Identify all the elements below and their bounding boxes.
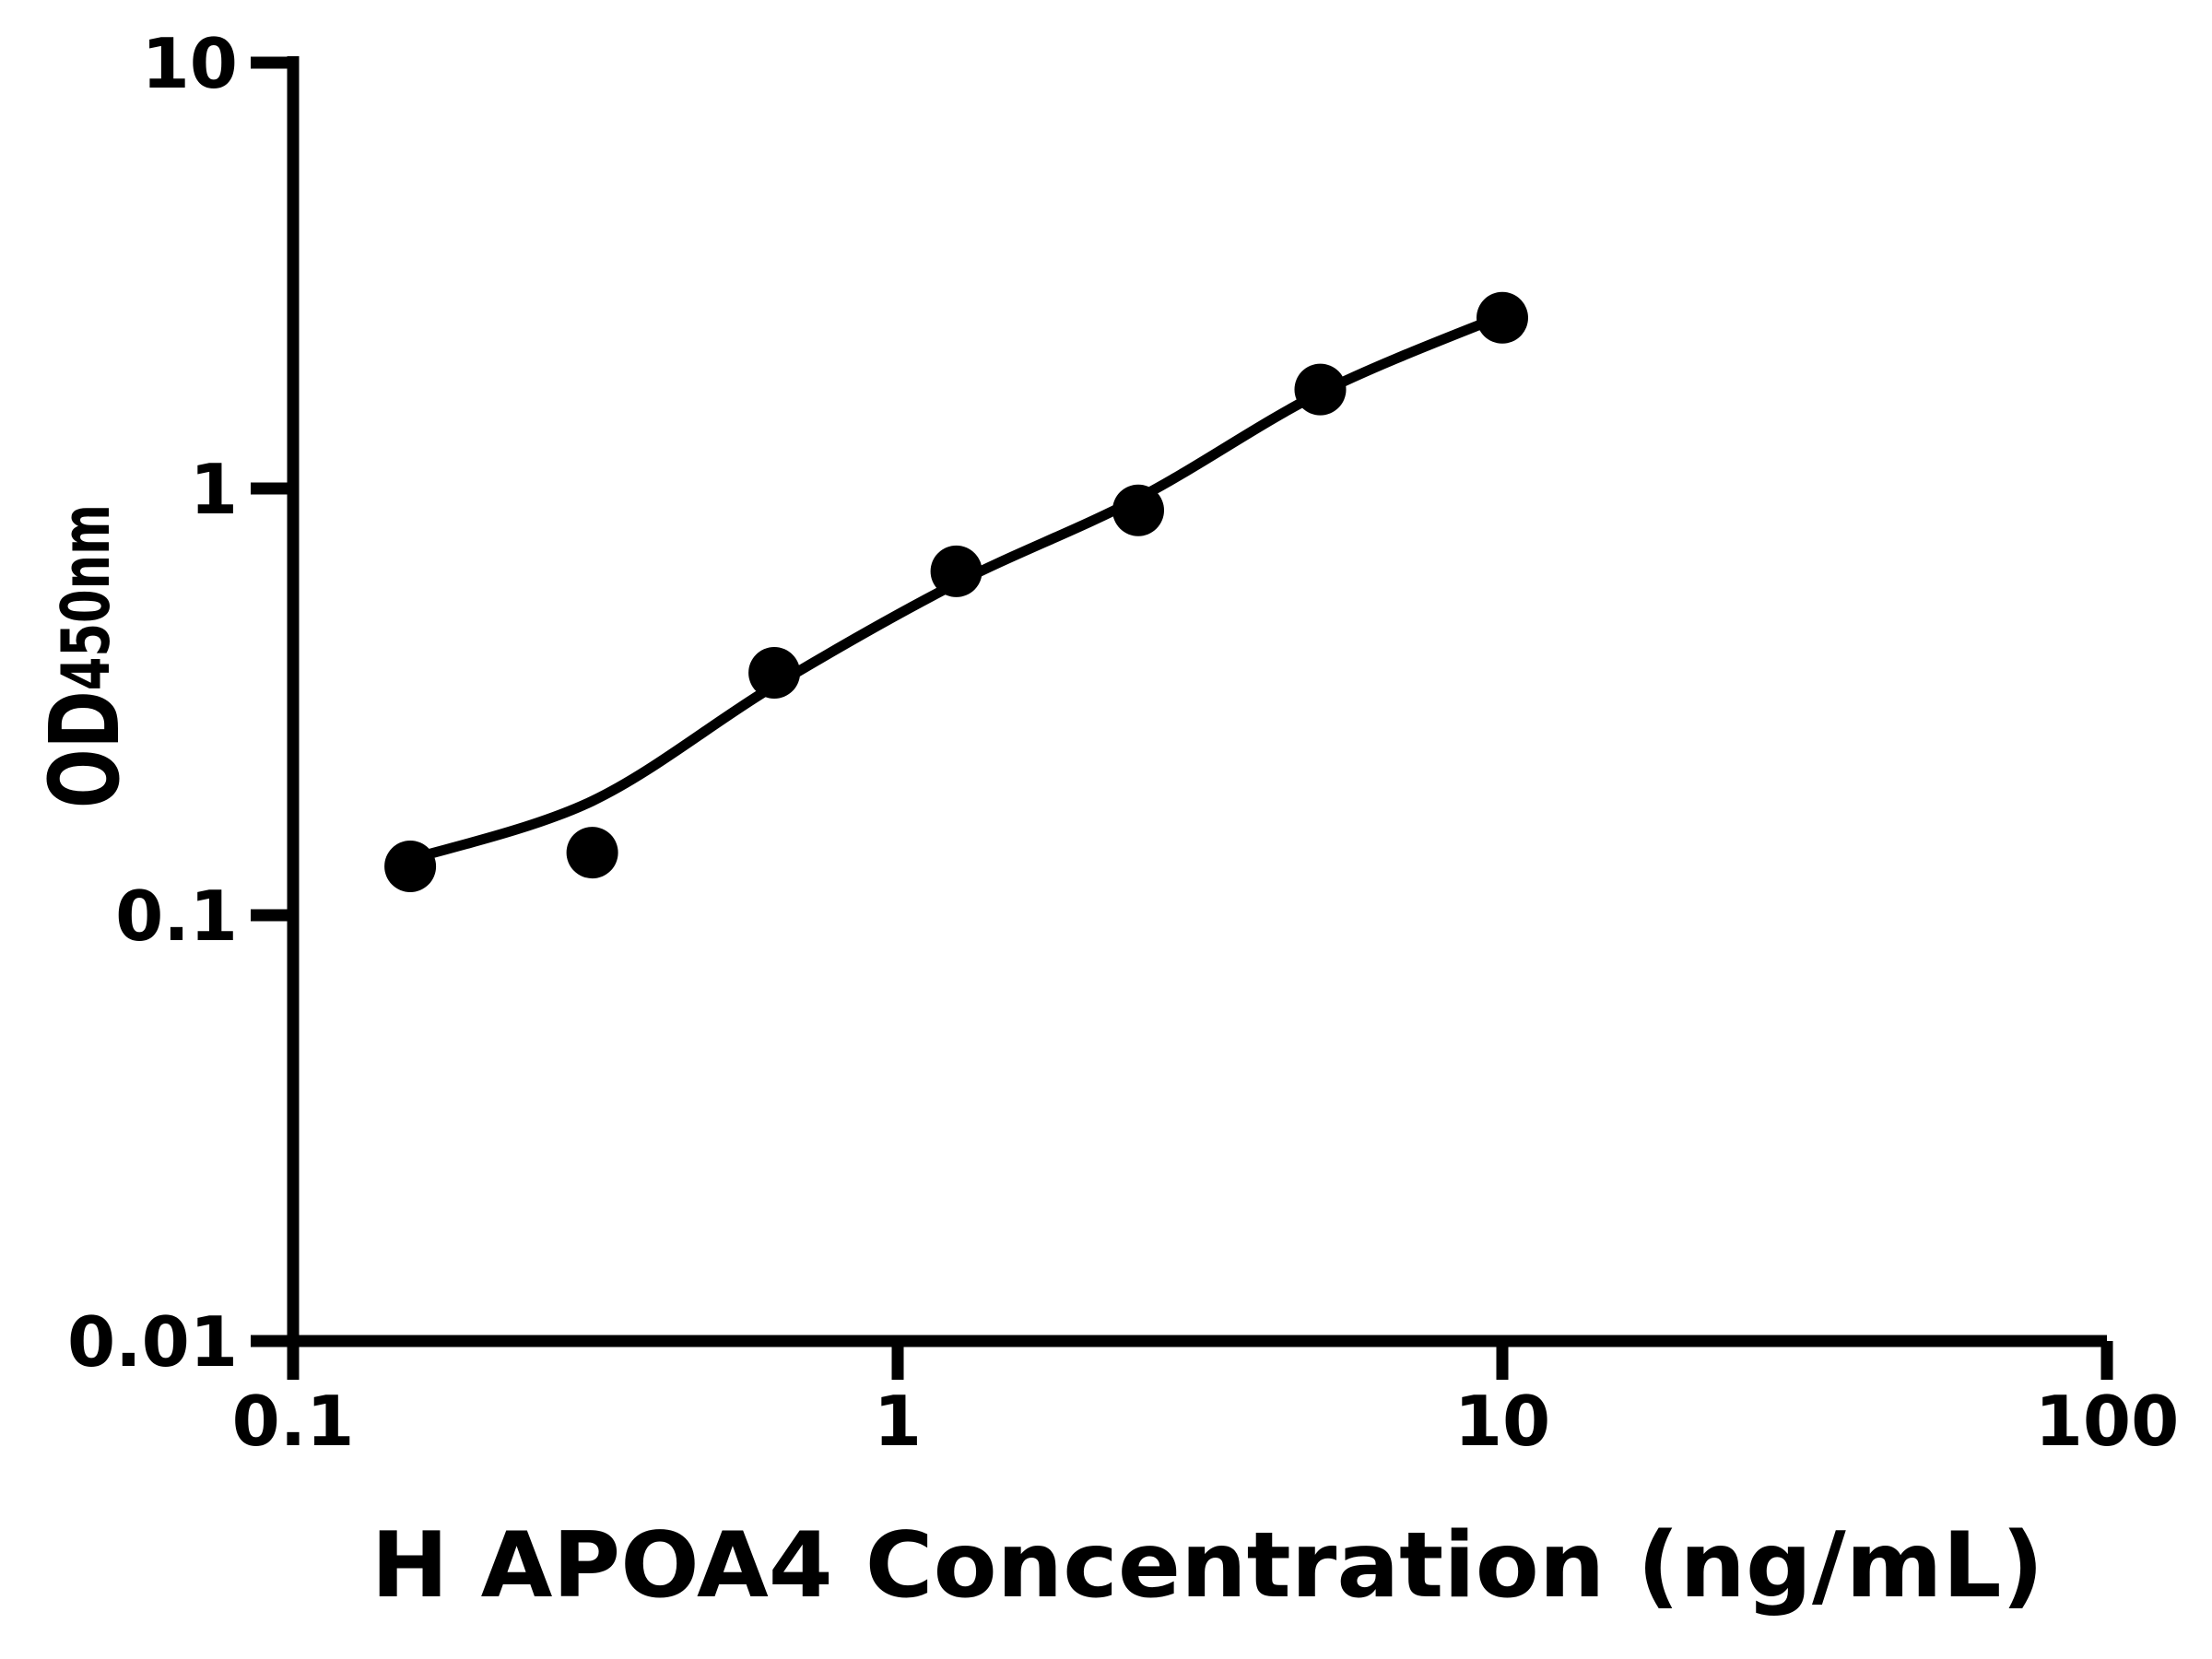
data-point	[1294, 363, 1347, 416]
data-point	[748, 647, 801, 699]
data-point	[930, 545, 982, 597]
y-tick-label: 0.01	[67, 1301, 238, 1382]
axes	[287, 56, 2107, 1347]
data-point	[1112, 484, 1164, 536]
y-axis-title-sub: 450nm	[47, 504, 124, 690]
x-tick-label: 100	[2035, 1381, 2180, 1462]
y-tick-labels: 10 1 0.1 0.01	[67, 23, 238, 1382]
x-tick-label: 0.1	[232, 1381, 355, 1462]
x-tick-label: 10	[1454, 1381, 1550, 1462]
x-tick-label: 1	[874, 1381, 922, 1462]
y-axis-title-main: OD	[29, 690, 141, 808]
y-tick-label: 0.1	[115, 876, 238, 957]
y-tick-label: 1	[190, 449, 238, 530]
x-tick-labels: 0.1 1 10 100	[232, 1381, 2180, 1462]
x-axis-title: H APOA4 Concentration (ng/mL)	[371, 1513, 2044, 1618]
y-ticks	[251, 56, 293, 1347]
data-point	[566, 827, 618, 879]
y-axis-title: OD450nm	[29, 504, 141, 808]
x-ticks	[287, 1341, 2113, 1380]
data-point	[1477, 291, 1528, 344]
y-tick-label: 10	[142, 23, 238, 104]
data-point	[384, 841, 437, 892]
data-points-group	[384, 291, 1528, 892]
